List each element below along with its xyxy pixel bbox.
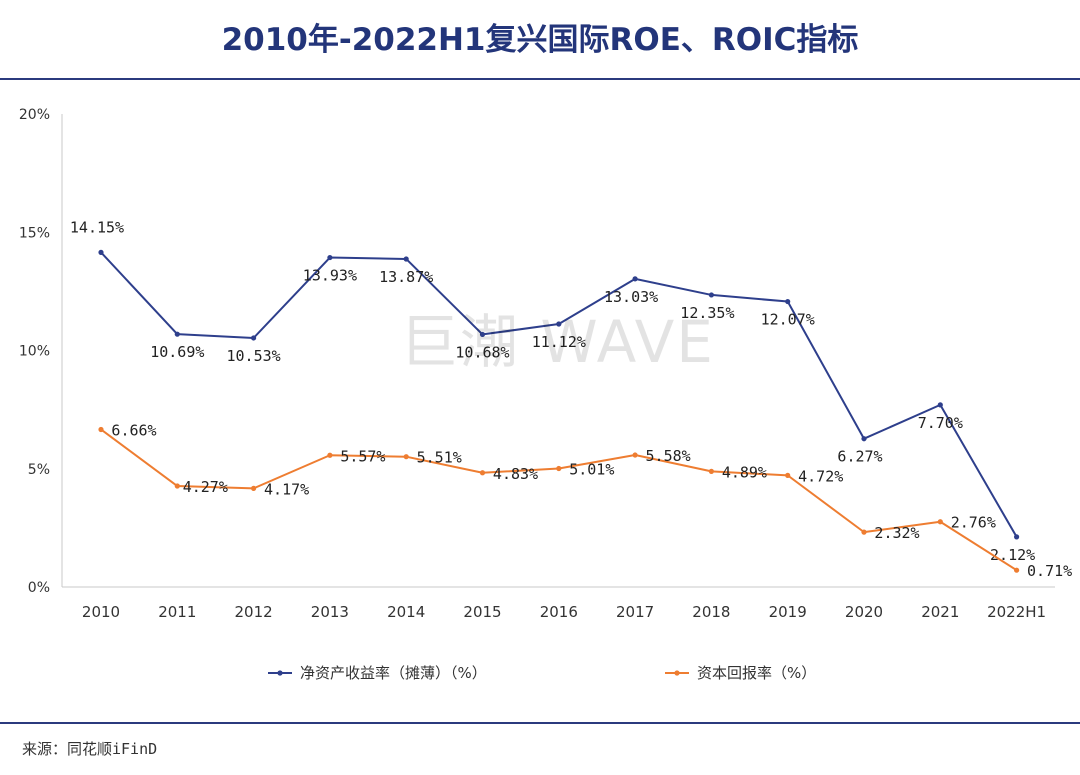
x-tick-label: 2020 <box>845 603 883 621</box>
roic-data-point <box>403 454 409 460</box>
roic-data-point <box>861 529 867 535</box>
roe-data-label: 13.93% <box>303 267 357 285</box>
roic-data-point <box>1014 567 1020 573</box>
roe-data-label: 7.70% <box>918 414 963 432</box>
roic-data-point <box>708 468 715 474</box>
roic-data-point <box>937 519 943 525</box>
roic-data-label: 6.66% <box>111 421 156 439</box>
roic-data-label: 4.27% <box>183 478 228 496</box>
roic-data-label: 5.01% <box>569 461 614 479</box>
roe-data-point <box>708 292 715 298</box>
roic-data-point <box>556 465 562 472</box>
roe-data-label: 6.27% <box>837 448 882 466</box>
roe-data-label: 14.15% <box>70 218 124 236</box>
roic-legend-label: 资本回报率（%） <box>697 664 816 682</box>
roic-data-point <box>327 452 333 458</box>
x-tick-label: 2019 <box>769 603 807 621</box>
roe-data-point <box>785 298 791 305</box>
roic-data-label: 5.51% <box>417 449 462 467</box>
x-tick-label: 2015 <box>463 603 501 621</box>
y-tick-label: 10% <box>19 344 50 360</box>
roe-legend-label: 净资产收益率（摊薄）（%） <box>300 664 487 682</box>
roe-data-point <box>861 436 867 442</box>
footer-divider <box>0 722 1080 724</box>
roe-data-point <box>479 331 486 338</box>
roic-data-label: 0.71% <box>1027 562 1072 580</box>
roic-data-label: 4.89% <box>722 463 767 481</box>
title-divider <box>0 78 1080 80</box>
y-tick-label: 5% <box>28 462 50 478</box>
roic-data-label: 4.17% <box>264 480 309 498</box>
roic-data-point <box>251 485 257 491</box>
roe-data-label: 10.68% <box>455 343 509 361</box>
roic-legend-marker <box>674 670 680 676</box>
roe-data-label: 12.35% <box>680 304 734 322</box>
x-tick-label: 2017 <box>616 603 654 621</box>
roe-series-line <box>100 251 1018 538</box>
x-tick-label: 2013 <box>311 603 349 621</box>
roic-data-point <box>174 483 180 489</box>
roe-data-point <box>937 402 943 408</box>
x-tick-label: 2016 <box>540 603 578 621</box>
roe-data-point <box>403 256 409 262</box>
roic-data-point <box>479 470 486 476</box>
page-title: 2010年-2022H1复兴国际ROE、ROIC指标 <box>221 22 859 58</box>
roe-data-point <box>251 335 257 341</box>
x-tick-label: 2014 <box>387 603 425 621</box>
roic-data-label: 2.32% <box>874 524 919 542</box>
roe-data-label: 11.12% <box>532 333 586 351</box>
source-note: 来源：同花顺iFinD <box>22 740 158 758</box>
x-tick-label: 2011 <box>158 603 196 621</box>
roe-data-point <box>632 276 638 282</box>
roic-data-label: 4.72% <box>798 467 843 485</box>
y-tick-label: 20% <box>19 107 50 123</box>
roe-data-label: 2.12% <box>990 546 1035 564</box>
y-tick-label: 0% <box>28 580 50 596</box>
roic-data-label: 4.83% <box>493 465 538 483</box>
roe-data-point <box>174 331 180 337</box>
roic-data-point <box>632 452 638 458</box>
roe-data-label: 12.07% <box>761 311 815 329</box>
roe-data-label: 13.87% <box>379 268 433 286</box>
roe-data-point <box>98 249 104 255</box>
roe-data-point <box>1014 534 1020 540</box>
x-tick-label: 2012 <box>235 603 273 621</box>
line-chart: 0% 5% 10% 15% 20% 2010 2011 2012 2013 2014 2015 201… <box>19 107 1072 682</box>
roe-data-label: 13.03% <box>604 288 658 306</box>
x-tick-label: 2018 <box>692 603 730 621</box>
roe-legend-marker <box>277 670 283 676</box>
roic-data-label: 5.58% <box>646 447 691 465</box>
roe-data-point <box>327 254 333 261</box>
x-tick-label: 2021 <box>921 603 959 621</box>
roic-data-point <box>98 426 104 433</box>
x-tick-label: 2010 <box>82 603 120 621</box>
roic-data-point <box>785 472 791 478</box>
roe-data-point <box>556 321 562 327</box>
x-tick-label: 2022H1 <box>987 603 1046 621</box>
roic-data-label: 5.57% <box>340 447 385 465</box>
roe-data-label: 10.53% <box>227 347 281 365</box>
y-tick-label: 15% <box>19 225 50 241</box>
roe-data-label: 10.69% <box>150 343 204 361</box>
roic-data-label: 2.76% <box>951 514 996 532</box>
